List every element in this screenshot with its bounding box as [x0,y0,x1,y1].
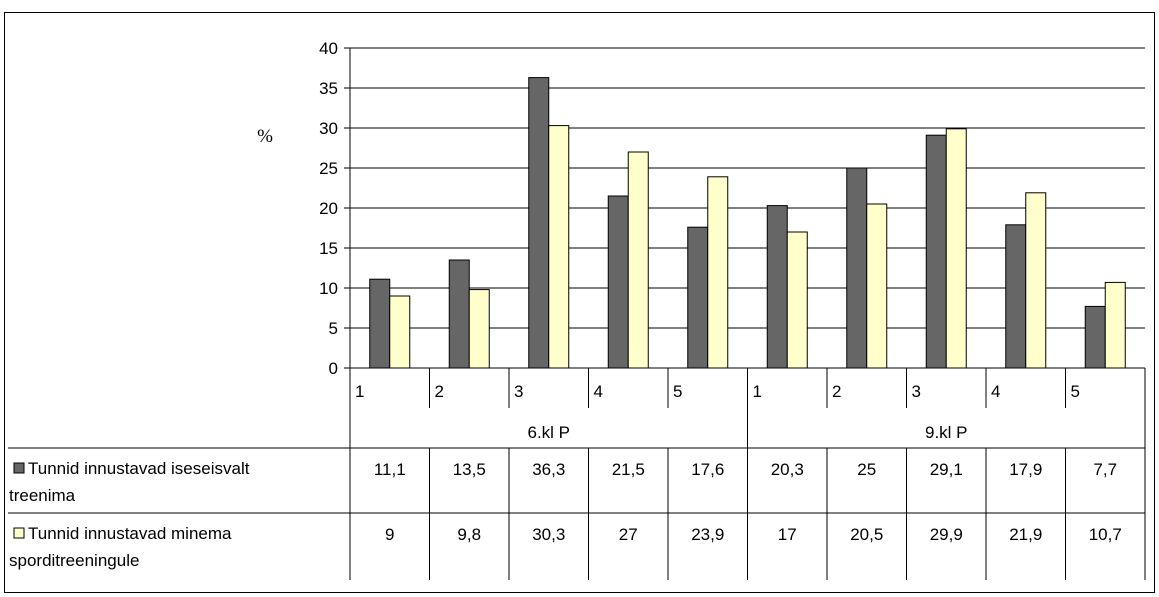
data-label: 13,5 [453,460,486,479]
category-label: 2 [832,382,841,401]
group-label: 9.kl P [925,423,968,442]
bar-iseseisvalt-treenima [846,167,868,369]
bar-iseseisvalt-treenima [369,278,391,369]
y-tick-label: 20 [319,199,338,218]
y-axis-label: % [257,126,273,147]
bar-iseseisvalt-treenima [1084,305,1106,369]
bar-sporditreeningule [468,289,490,369]
legend-swatch [13,462,25,474]
bar-iseseisvalt-treenima [687,226,709,369]
bar-sporditreeningule [707,176,729,369]
data-label: 25 [857,460,876,479]
bar-iseseisvalt-treenima [448,259,470,369]
data-label: 23,9 [691,525,724,544]
data-label: 17,9 [1009,460,1042,479]
category-label: 4 [594,382,603,401]
data-label: 20,3 [771,460,804,479]
bar-sporditreeningule [548,125,570,369]
data-label: 17,6 [691,460,724,479]
group-label: 6.kl P [527,423,570,442]
legend-label: Tunnid innustavad minema sporditreeningul… [9,524,232,570]
data-label: 29,9 [930,525,963,544]
data-label: 10,7 [1089,525,1122,544]
category-label: 4 [991,382,1000,401]
data-label: 9,8 [457,525,481,544]
bar-iseseisvalt-treenima [925,134,947,369]
bar-sporditreeningule [1025,192,1047,369]
y-tick-label: 5 [329,319,338,338]
data-label: 27 [619,525,638,544]
y-tick-label: 25 [319,159,338,178]
bar-iseseisvalt-treenima [528,77,550,369]
bar-sporditreeningule [786,231,808,369]
bar-sporditreeningule [1104,281,1126,369]
y-tick-label: 35 [319,79,338,98]
y-tick-label: 15 [319,239,338,258]
data-label: 11,1 [374,460,406,479]
y-tick-label: 30 [319,119,338,138]
y-tick-label: 40 [319,39,338,58]
bar-iseseisvalt-treenima [607,195,629,369]
category-label: 2 [435,382,444,401]
category-label: 5 [1071,382,1080,401]
data-label: 29,1 [930,460,963,479]
data-label: 9 [385,525,394,544]
data-label: 17 [778,525,797,544]
category-label: 3 [514,382,523,401]
bar-sporditreeningule [866,203,888,369]
category-label: 1 [753,382,762,401]
bar-iseseisvalt-treenima [766,205,788,369]
data-label: 30,3 [532,525,565,544]
category-label: 3 [912,382,921,401]
bars [369,77,1126,369]
data-label: 20,5 [850,525,883,544]
bar-sporditreeningule [389,295,411,369]
category-label: 5 [673,382,682,401]
bar-sporditreeningule [945,128,967,369]
bar-sporditreeningule [627,151,649,369]
legend-swatch [13,527,25,539]
data-table: 1 2 3 4 5 6.kl P 1 2 3 4 5 9.kl P Tunnid innustavad … [8,368,1146,580]
bar-iseseisvalt-treenima [1005,224,1027,369]
data-label: 21,5 [612,460,645,479]
category-label: 1 [355,382,364,401]
chart-frame [4,12,1155,593]
y-tick-label: 10 [319,279,338,298]
data-label: 7,7 [1093,460,1117,479]
y-tick-label: 0 [329,359,338,378]
data-label: 36,3 [532,460,565,479]
data-label: 21,9 [1009,525,1042,544]
legend-label: Tunnid innustavad iseseisvalt treenima [9,459,250,505]
